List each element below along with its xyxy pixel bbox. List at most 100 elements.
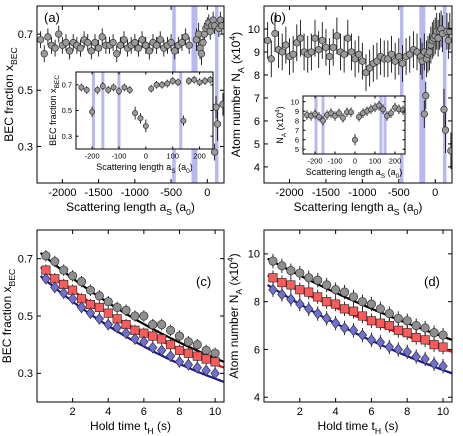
data-point xyxy=(313,292,323,302)
y-axis-label: BEC fraction xBEC xyxy=(48,75,61,146)
x-tick-label: -500 xyxy=(160,187,182,199)
data-point xyxy=(62,38,70,47)
data-point xyxy=(348,306,359,316)
data-point xyxy=(438,342,448,352)
y-tick-label: 0.5 xyxy=(18,85,33,97)
data-point xyxy=(313,275,323,285)
data-point xyxy=(340,114,346,121)
data-point xyxy=(328,110,334,117)
data-point xyxy=(289,50,297,58)
data-point xyxy=(295,268,305,278)
x-tick-label: 10 xyxy=(437,406,449,418)
data-point xyxy=(438,360,448,372)
data-point xyxy=(166,325,176,335)
data-point xyxy=(94,291,104,301)
data-point xyxy=(304,287,314,297)
x-tick-label: -200 xyxy=(307,157,322,166)
data-point xyxy=(103,318,113,331)
y-tick-label: 0.7 xyxy=(18,254,33,266)
data-point xyxy=(207,76,213,83)
y-axis-label: BEC fraction xBEC xyxy=(2,47,19,141)
data-point xyxy=(218,22,224,30)
data-point xyxy=(344,34,352,42)
data-point xyxy=(277,261,287,271)
y-tick-label: 9 xyxy=(295,107,299,116)
data-point xyxy=(78,84,85,91)
data-point xyxy=(142,122,149,129)
data-point xyxy=(380,106,386,113)
data-point xyxy=(121,84,128,91)
data-point xyxy=(196,79,203,86)
panel-label: (d) xyxy=(424,274,440,289)
panel-c: 2 4 6 8 10 0.3 0.5 0.7 Hold time tH (s) BEC fract… xyxy=(0,229,225,436)
data-point xyxy=(159,81,165,88)
x-tick-label: -100 xyxy=(111,152,126,161)
data-point xyxy=(201,354,211,364)
x-tick-label: 100 xyxy=(369,157,382,166)
data-point xyxy=(40,50,48,58)
data-point xyxy=(192,351,202,361)
data-point xyxy=(429,357,439,370)
data-point xyxy=(411,321,421,331)
x-tick-label: 0 xyxy=(353,157,357,166)
data-point xyxy=(94,87,101,93)
data-point xyxy=(181,33,190,41)
y-tick-label: 6 xyxy=(254,344,260,356)
data-point xyxy=(166,340,176,350)
data-point xyxy=(131,38,139,47)
data-point xyxy=(329,43,337,52)
y-tick-label: 10 xyxy=(291,97,299,106)
y-tick-label: 5 xyxy=(295,145,299,154)
x-tick-label: 8 xyxy=(404,406,410,418)
y-tick-label: 0.5 xyxy=(62,106,72,115)
x-tick-label: -2000 xyxy=(48,187,76,199)
data-point xyxy=(68,271,78,281)
data-point xyxy=(322,312,332,325)
data-point xyxy=(185,78,192,84)
data-point xyxy=(99,83,106,90)
data-point xyxy=(278,48,286,56)
data-point xyxy=(105,87,112,93)
data-point xyxy=(376,102,382,109)
data-point xyxy=(210,357,220,367)
plot-area xyxy=(267,253,452,375)
data-point xyxy=(37,36,45,44)
y-tick-label: 0.7 xyxy=(62,80,72,89)
data-point xyxy=(264,36,272,45)
data-point xyxy=(148,341,158,354)
plot-area xyxy=(39,250,224,383)
y-tick-label: 0.7 xyxy=(18,29,33,41)
x-axis-label: Scattering length aS (a0) xyxy=(294,200,423,217)
data-point xyxy=(444,36,452,45)
data-point xyxy=(393,325,403,335)
data-point xyxy=(152,41,161,49)
data-point xyxy=(50,256,60,267)
data-point xyxy=(384,321,394,331)
data-point xyxy=(325,52,334,61)
x-tick-label: 2 xyxy=(297,406,303,418)
plot-area xyxy=(304,100,405,146)
series-1 xyxy=(268,270,448,355)
data-point xyxy=(357,297,368,307)
data-point xyxy=(103,308,113,318)
data-point xyxy=(316,113,322,120)
data-point xyxy=(148,331,158,341)
data-point xyxy=(307,48,316,56)
data-point xyxy=(315,46,323,54)
axes-frame xyxy=(263,5,453,184)
data-point xyxy=(395,52,403,61)
data-point xyxy=(210,148,219,156)
data-point xyxy=(420,353,430,365)
x-tick-label: 200 xyxy=(193,152,206,161)
data-point xyxy=(322,297,332,307)
data-point xyxy=(148,85,155,92)
data-point xyxy=(347,48,356,56)
y-tick-label: 0.3 xyxy=(18,141,33,153)
x-tick-label: -100 xyxy=(327,157,342,166)
data-point xyxy=(357,329,368,341)
data-point xyxy=(139,335,149,348)
data-point xyxy=(137,115,144,122)
data-point xyxy=(91,38,99,47)
data-point xyxy=(393,313,403,323)
series-0 xyxy=(41,250,220,359)
